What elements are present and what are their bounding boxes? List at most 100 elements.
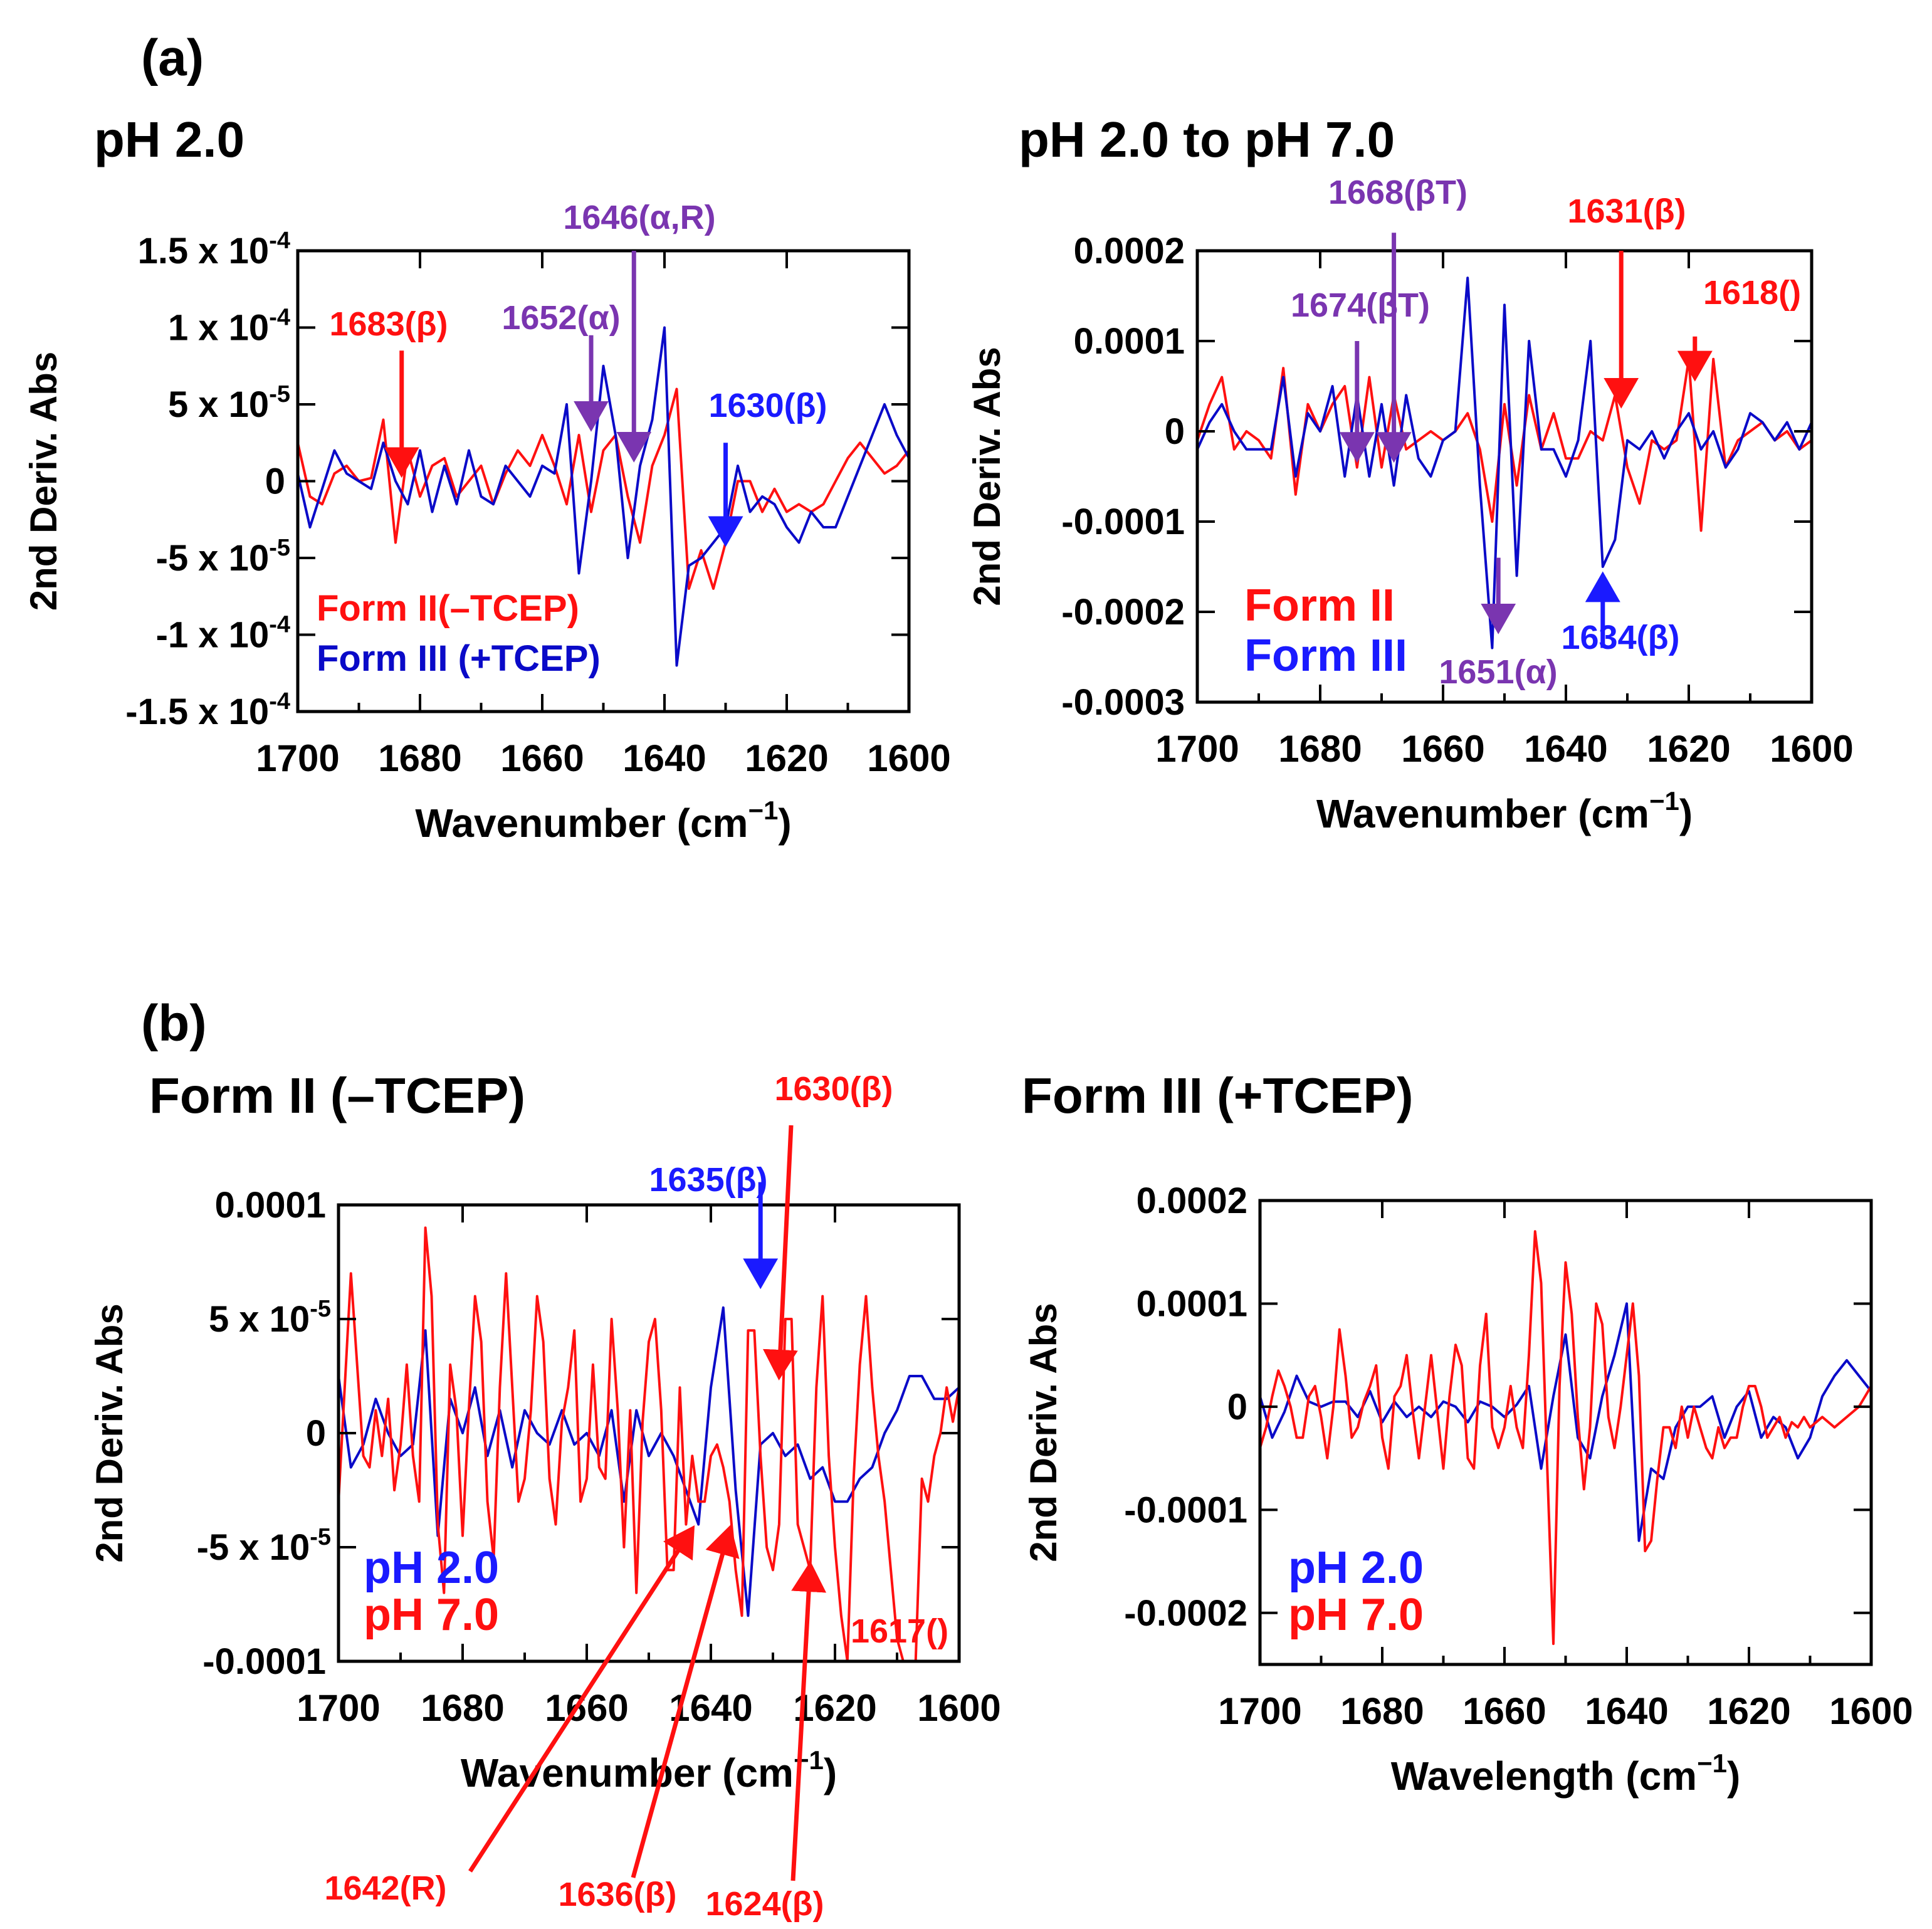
x-tick-label: 1620 xyxy=(1707,1690,1790,1732)
annotation-label: 1652(α) xyxy=(501,299,620,337)
annotation-label: 1624(β) xyxy=(705,1885,824,1923)
chart-b-right: Form III (+TCEP) 1700 1680 1660 1640 1620 1600… xyxy=(1022,1068,1913,1799)
chart-title: pH 2.0 xyxy=(94,112,244,167)
y-axis-label: 2nd Deriv. Abs xyxy=(23,352,65,611)
annotation-label: 1636(β) xyxy=(558,1876,676,1913)
annotation-label: 1646(α,R) xyxy=(563,199,715,236)
y-tick-label: 0.0002 xyxy=(1137,1180,1247,1221)
y-tick-label: 0 xyxy=(306,1413,326,1454)
series-line-1 xyxy=(1197,357,1812,532)
y-tick-label: 0 xyxy=(1165,411,1185,452)
series-line-2 xyxy=(1197,276,1812,649)
series-line-1 xyxy=(298,387,909,590)
x-tick-label: 1660 xyxy=(1462,1690,1546,1732)
x-axis-label: Wavenumber (cm−1) xyxy=(461,1745,837,1795)
annotation-label: 1630(β) xyxy=(774,1070,893,1108)
y-tick-label: 1.5 x 10-4 xyxy=(138,228,290,271)
y-tick-label: 0 xyxy=(1227,1387,1247,1427)
x-tick-label: 1700 xyxy=(1218,1690,1301,1732)
y-tick-label: -0.0001 xyxy=(1124,1490,1247,1530)
y-axis-label: 2nd Deriv. Abs xyxy=(1022,1303,1064,1562)
y-tick-label: 0.0001 xyxy=(215,1185,326,1226)
x-tick-label: 1600 xyxy=(1829,1690,1913,1732)
y-tick-label: -0.0003 xyxy=(1061,682,1185,723)
x-tick-label: 1640 xyxy=(1524,728,1607,770)
annotation-label: 1631(β) xyxy=(1567,192,1686,230)
chart-b-left: Form II (–TCEP)1700 1680 1660 1640 1620 16000… xyxy=(88,1068,1001,1923)
x-tick-label: 1680 xyxy=(421,1687,504,1729)
annotation-label: 1618() xyxy=(1703,274,1801,312)
legend-entry-2: Form III xyxy=(1244,631,1407,681)
x-tick-label: 1600 xyxy=(917,1687,1000,1729)
series-line-2 xyxy=(339,1226,959,1661)
annotation-label: 1683(β) xyxy=(329,305,448,343)
annotation-arrow xyxy=(762,1125,798,1380)
x-tick-label: 1660 xyxy=(1401,728,1484,770)
series-line-1 xyxy=(1260,1302,1871,1542)
y-tick-label: 0.0001 xyxy=(1074,321,1185,362)
annotation-label: 1651(α) xyxy=(1439,653,1557,691)
legend-entry-1: pH 2.0 xyxy=(364,1543,499,1593)
x-tick-label: 1680 xyxy=(378,737,461,779)
x-axis-label: Wavelength (cm−1) xyxy=(1391,1748,1741,1799)
annotation-arrow xyxy=(790,1561,827,1881)
x-axis-label: Wavenumber (cm−1) xyxy=(1316,786,1693,836)
charts-group: pH 2.0 1700 1680 1660 1640 1620 1600 1.5 x 10-4… xyxy=(23,112,1913,1923)
annotation-label: 1635(β) xyxy=(649,1161,767,1199)
x-tick-label: 1600 xyxy=(1770,728,1853,770)
chart-title: pH 2.0 to pH 7.0 xyxy=(1019,112,1395,167)
annotation-label: 1634(β) xyxy=(1561,619,1679,656)
y-tick-label: 5 x 10-5 xyxy=(209,1296,331,1340)
legend-entry-2: pH 7.0 xyxy=(364,1590,499,1640)
x-tick-label: 1700 xyxy=(1155,728,1239,770)
y-axis-label: 2nd Deriv. Abs xyxy=(966,347,1008,606)
annotation-label: 1630(β) xyxy=(708,387,827,424)
annotation-arrow xyxy=(468,1525,695,1873)
y-tick-label: 0.0002 xyxy=(1074,231,1185,271)
annotation-label: 1617() xyxy=(851,1612,948,1650)
panel-b-label: (b) xyxy=(141,995,207,1052)
y-tick-label: -5 x 10-5 xyxy=(156,535,290,579)
y-axis-label: 2nd Deriv. Abs xyxy=(88,1303,130,1562)
annotation-label: 1674(βT) xyxy=(1291,286,1430,324)
x-tick-label: 1700 xyxy=(256,737,339,779)
y-tick-label: -0.0002 xyxy=(1124,1593,1247,1634)
annotation-label: 1642(R) xyxy=(324,1869,446,1907)
series-line-2 xyxy=(1260,1230,1871,1646)
x-tick-label: 1620 xyxy=(745,737,828,779)
x-tick-label: 1600 xyxy=(867,737,950,779)
x-tick-label: 1640 xyxy=(1585,1690,1668,1732)
x-tick-label: 1620 xyxy=(1647,728,1730,770)
y-tick-label: -1 x 10-4 xyxy=(156,612,290,656)
legend-entry-1: pH 2.0 xyxy=(1288,1543,1424,1593)
y-tick-label: -1.5 x 10-4 xyxy=(125,688,290,732)
x-tick-label: 1620 xyxy=(793,1687,876,1729)
x-tick-label: 1660 xyxy=(500,737,584,779)
legend-entry-1: Form II xyxy=(1244,581,1395,631)
legend-entry-2: pH 7.0 xyxy=(1288,1590,1424,1640)
legend-entry-1: Form II(–TCEP) xyxy=(317,588,579,629)
series-line-2 xyxy=(298,326,909,667)
y-tick-label: -0.0001 xyxy=(202,1641,326,1682)
y-tick-label: 0.0001 xyxy=(1137,1283,1247,1324)
y-tick-label: 0 xyxy=(265,461,285,502)
annotation-label: 1668(βT) xyxy=(1328,174,1467,211)
chart-title: Form III (+TCEP) xyxy=(1022,1068,1414,1123)
chart-a-right: pH 2.0 to pH 7.0 1700 1680 1660 1640 1620 1600… xyxy=(966,112,1854,836)
legend-entry-2: Form III (+TCEP) xyxy=(317,638,601,679)
panel-a-label: (a) xyxy=(141,29,204,87)
x-tick-label: 1700 xyxy=(297,1687,380,1729)
y-tick-label: -0.0001 xyxy=(1061,502,1185,542)
series-line-1 xyxy=(339,1306,959,1617)
annotation-arrow xyxy=(631,1525,740,1878)
y-tick-label: 5 x 10-5 xyxy=(168,381,290,425)
y-tick-label: 1 x 10-4 xyxy=(168,305,290,349)
x-tick-label: 1680 xyxy=(1278,728,1362,770)
x-tick-label: 1640 xyxy=(622,737,706,779)
x-axis-label: Wavenumber (cm−1) xyxy=(415,796,791,846)
y-tick-label: -0.0002 xyxy=(1061,592,1185,633)
chart-a-left: pH 2.0 1700 1680 1660 1640 1620 1600 1.5 x 10-4… xyxy=(23,112,951,846)
chart-title: Form II (–TCEP) xyxy=(149,1068,525,1123)
x-tick-label: 1680 xyxy=(1340,1690,1424,1732)
